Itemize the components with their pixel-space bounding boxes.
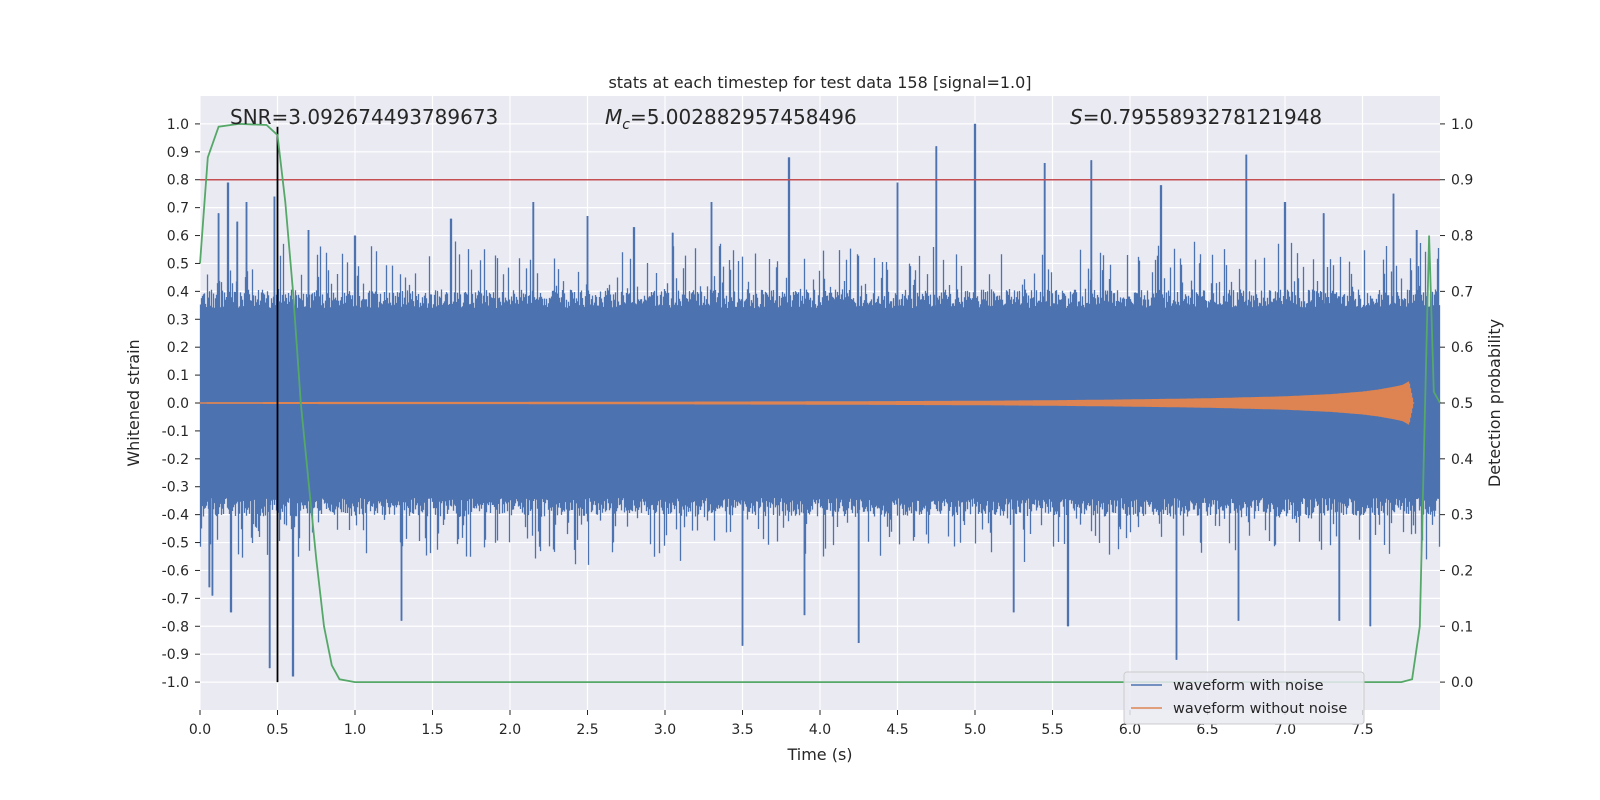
y-tick-label: -0.5 bbox=[162, 536, 189, 552]
overlay-lines bbox=[199, 122, 1441, 683]
x-tick-label: 2.0 bbox=[499, 722, 521, 738]
x-tick-label: 1.5 bbox=[421, 722, 443, 738]
y2-tick-label: 0.6 bbox=[1451, 340, 1473, 356]
legend: waveform with noise waveform without noi… bbox=[1123, 671, 1365, 725]
y-tick-label: 0.5 bbox=[167, 256, 189, 272]
series-waveform-with-noise bbox=[199, 123, 1441, 677]
mc-subscript: c bbox=[622, 117, 630, 133]
y-tick-label: 0.9 bbox=[167, 145, 189, 161]
legend-label-noise: waveform with noise bbox=[1173, 678, 1324, 694]
x-tick-label: 1.0 bbox=[344, 722, 366, 738]
x-tick-label: 4.5 bbox=[886, 722, 908, 738]
x-tick-label: 6.0 bbox=[1119, 722, 1141, 738]
x-tick-label: 6.5 bbox=[1196, 722, 1218, 738]
y-tick-label: 0.3 bbox=[167, 312, 189, 328]
y2-tick-label: 0.4 bbox=[1451, 452, 1473, 468]
y2-tick-label: 0.3 bbox=[1451, 508, 1473, 524]
x-tick-label: 7.0 bbox=[1274, 722, 1296, 738]
y-tick-label: 0.4 bbox=[167, 284, 189, 300]
legend-label-clean: waveform without noise bbox=[1173, 701, 1347, 717]
y-tick-label: -0.2 bbox=[162, 452, 189, 468]
s-value: =0.7955893278121948 bbox=[1083, 105, 1322, 129]
y-tick-label: 0.0 bbox=[167, 396, 189, 412]
snr-annotation: SNR=3.092674493789673 bbox=[230, 105, 498, 129]
x-tick-label: 0.5 bbox=[266, 722, 288, 738]
y2-tick-label: 0.5 bbox=[1451, 396, 1473, 412]
clean-waveform-line bbox=[199, 381, 1415, 425]
chart-title: stats at each timestep for test data 158… bbox=[608, 73, 1031, 92]
y-tick-label: -0.3 bbox=[162, 480, 189, 496]
y-tick-label: -0.9 bbox=[162, 647, 189, 663]
y-tick-label: -1.0 bbox=[162, 675, 189, 691]
mc-symbol: M bbox=[605, 105, 622, 129]
y2-tick-label: 1.0 bbox=[1451, 117, 1473, 133]
y2-axis-label: Detection probability bbox=[1485, 319, 1504, 487]
y-tick-label: 0.8 bbox=[167, 173, 189, 189]
y-axis-label: Whitened strain bbox=[124, 339, 143, 466]
y-tick-label: 0.6 bbox=[167, 229, 189, 245]
x-tick-label: 5.5 bbox=[1041, 722, 1063, 738]
x-tick-label: 0.0 bbox=[189, 722, 211, 738]
x-tick-label: 4.0 bbox=[809, 722, 831, 738]
s-annotation: S=0.7955893278121948 bbox=[1070, 105, 1322, 129]
y-tick-label: -0.7 bbox=[162, 591, 189, 607]
detection-probability-line bbox=[199, 122, 1441, 683]
y2-tick-label: 0.2 bbox=[1451, 563, 1473, 579]
y2-tick-label: 0.0 bbox=[1451, 675, 1473, 691]
s-symbol: S bbox=[1070, 105, 1083, 129]
y-tick-label: 0.2 bbox=[167, 340, 189, 356]
y-tick-label: -0.4 bbox=[162, 508, 189, 524]
x-axis-label: Time (s) bbox=[786, 745, 852, 764]
y-tick-label: -0.8 bbox=[162, 619, 189, 635]
mc-value: =5.002882957458496 bbox=[630, 105, 857, 129]
y-tick-label: 1.0 bbox=[167, 117, 189, 133]
x-tick-label: 2.5 bbox=[576, 722, 598, 738]
y2-tick-label: 0.9 bbox=[1451, 173, 1473, 189]
ticks: 0.0 0.5 1.0 1.5 2.0 2.5 3.0 3.5 4.0 4.5 5.0 5.5 6.0 6… bbox=[162, 117, 1474, 738]
y2-tick-label: 0.8 bbox=[1451, 229, 1473, 245]
y2-tick-label: 0.7 bbox=[1451, 284, 1473, 300]
legend-box bbox=[1123, 671, 1365, 725]
x-tick-label: 3.5 bbox=[731, 722, 753, 738]
x-tick-label: 7.5 bbox=[1351, 722, 1373, 738]
y2-tick-label: 0.1 bbox=[1451, 619, 1473, 635]
y-tick-label: 0.1 bbox=[167, 368, 189, 384]
series-waveform-without-noise bbox=[199, 381, 1415, 425]
y-tick-label: -0.6 bbox=[162, 563, 189, 579]
x-tick-label: 5.0 bbox=[964, 722, 986, 738]
y-tick-label: 0.7 bbox=[167, 201, 189, 217]
x-tick-label: 3.0 bbox=[654, 722, 676, 738]
y-tick-label: -0.1 bbox=[162, 424, 189, 440]
mc-annotation: Mc=5.002882957458496 bbox=[605, 105, 857, 133]
